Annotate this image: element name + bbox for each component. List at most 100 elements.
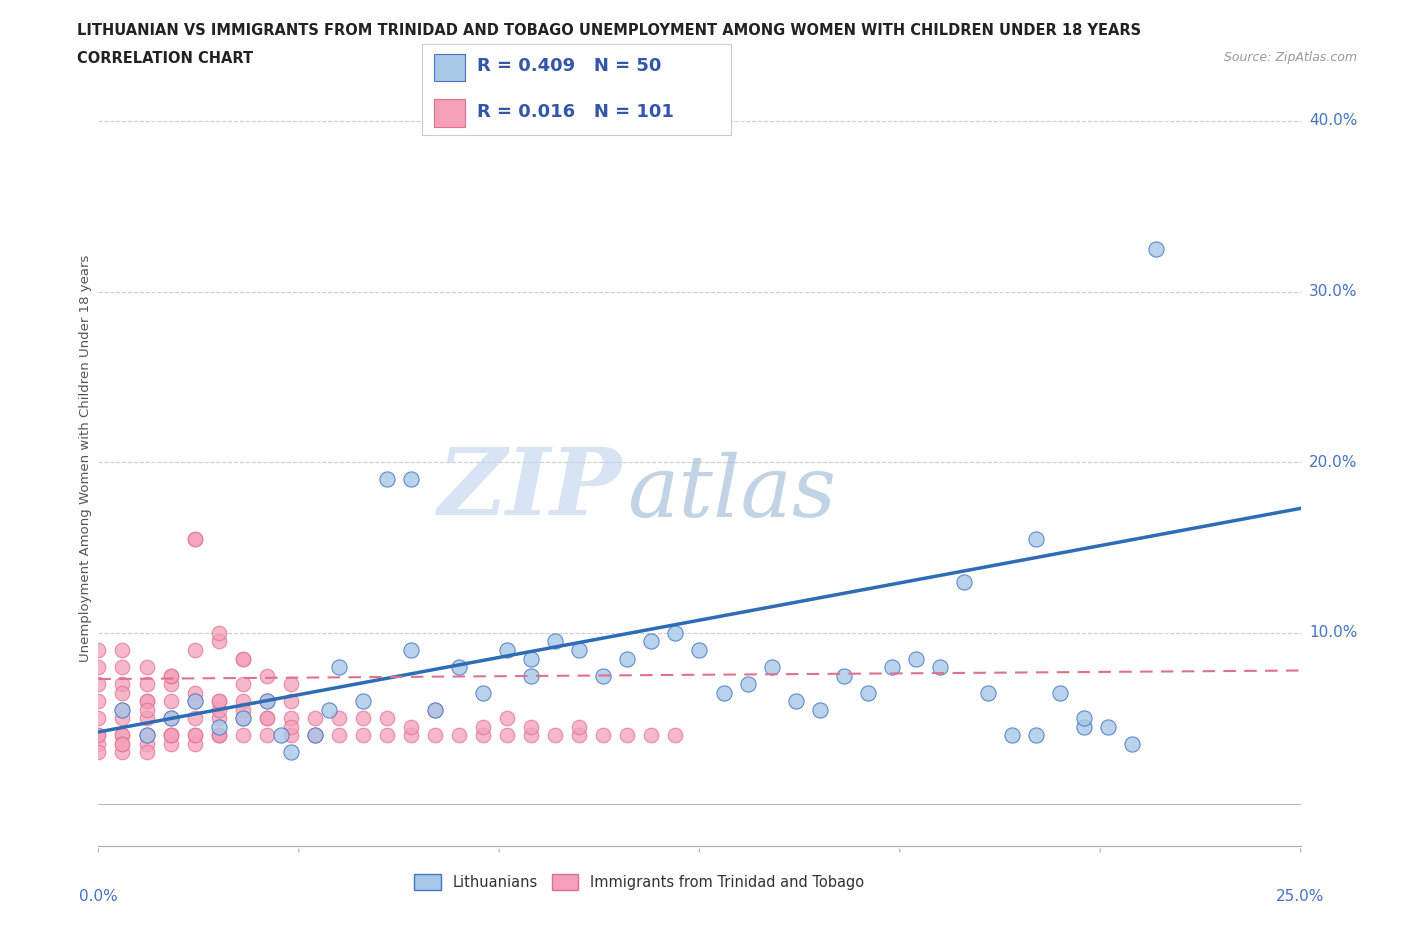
Point <box>1001 728 1024 743</box>
Point <box>232 702 254 717</box>
Point <box>135 728 157 743</box>
Point <box>423 702 446 717</box>
Point <box>375 728 398 743</box>
Point <box>111 659 134 674</box>
Point <box>472 728 495 743</box>
Point <box>183 685 205 700</box>
Point <box>159 728 181 743</box>
Point <box>399 728 422 743</box>
Point <box>447 659 470 674</box>
Point <box>159 728 181 743</box>
Point <box>520 728 543 743</box>
Point <box>135 694 157 709</box>
Point <box>544 634 567 649</box>
Point <box>87 728 110 743</box>
Point <box>183 532 205 547</box>
Point <box>832 668 855 683</box>
Point <box>232 728 254 743</box>
Point <box>135 737 157 751</box>
Point <box>280 711 302 725</box>
Point <box>280 728 302 743</box>
Point <box>87 694 110 709</box>
Point <box>1097 720 1119 735</box>
Point <box>1121 737 1143 751</box>
Point <box>232 677 254 692</box>
Point <box>232 651 254 666</box>
Point <box>280 677 302 692</box>
Point <box>544 728 567 743</box>
Point <box>208 634 231 649</box>
Point <box>208 626 231 641</box>
Point <box>256 728 278 743</box>
Point <box>135 728 157 743</box>
Point <box>208 728 231 743</box>
Point <box>904 651 927 666</box>
Point <box>375 711 398 725</box>
Point <box>111 677 134 692</box>
Point <box>208 711 231 725</box>
Point <box>87 737 110 751</box>
Point <box>87 643 110 658</box>
Point <box>280 720 302 735</box>
Point <box>808 702 831 717</box>
Point <box>953 575 976 590</box>
Point <box>856 685 879 700</box>
Text: R = 0.409   N = 50: R = 0.409 N = 50 <box>478 58 662 75</box>
Point <box>977 685 1000 700</box>
Point <box>159 668 181 683</box>
Point <box>256 694 278 709</box>
Text: 20.0%: 20.0% <box>1309 455 1357 470</box>
Point <box>472 685 495 700</box>
Point <box>1025 532 1047 547</box>
Text: atlas: atlas <box>627 452 837 535</box>
Point <box>375 472 398 486</box>
Point <box>87 659 110 674</box>
Text: ZIP: ZIP <box>437 445 621 534</box>
Point <box>1073 711 1095 725</box>
Point <box>399 643 422 658</box>
FancyBboxPatch shape <box>434 100 465 126</box>
Point <box>568 643 591 658</box>
Point <box>87 728 110 743</box>
Point <box>111 745 134 760</box>
Point <box>87 677 110 692</box>
Point <box>592 668 614 683</box>
Point <box>159 677 181 692</box>
Point <box>352 694 374 709</box>
Point <box>111 702 134 717</box>
Point <box>304 728 326 743</box>
Point <box>352 728 374 743</box>
Point <box>111 685 134 700</box>
Point <box>135 694 157 709</box>
Point <box>232 694 254 709</box>
Point <box>208 720 231 735</box>
Point <box>183 728 205 743</box>
Text: 0.0%: 0.0% <box>79 889 118 904</box>
Point <box>111 737 134 751</box>
Point <box>640 728 662 743</box>
Point <box>496 643 519 658</box>
Point <box>592 728 614 743</box>
Point <box>256 694 278 709</box>
Point <box>183 694 205 709</box>
Point <box>159 728 181 743</box>
Point <box>111 643 134 658</box>
Point <box>568 728 591 743</box>
Point <box>135 728 157 743</box>
Point <box>135 711 157 725</box>
Legend: Lithuanians, Immigrants from Trinidad and Tobago: Lithuanians, Immigrants from Trinidad an… <box>408 867 872 897</box>
Point <box>208 702 231 717</box>
Point <box>880 659 903 674</box>
Point <box>328 711 350 725</box>
Point <box>664 626 686 641</box>
Point <box>664 728 686 743</box>
Point <box>399 472 422 486</box>
Point <box>159 694 181 709</box>
Point <box>423 728 446 743</box>
Point <box>447 728 470 743</box>
Point <box>111 737 134 751</box>
Point <box>1025 728 1047 743</box>
Point <box>616 651 638 666</box>
Point <box>183 711 205 725</box>
Point <box>568 720 591 735</box>
